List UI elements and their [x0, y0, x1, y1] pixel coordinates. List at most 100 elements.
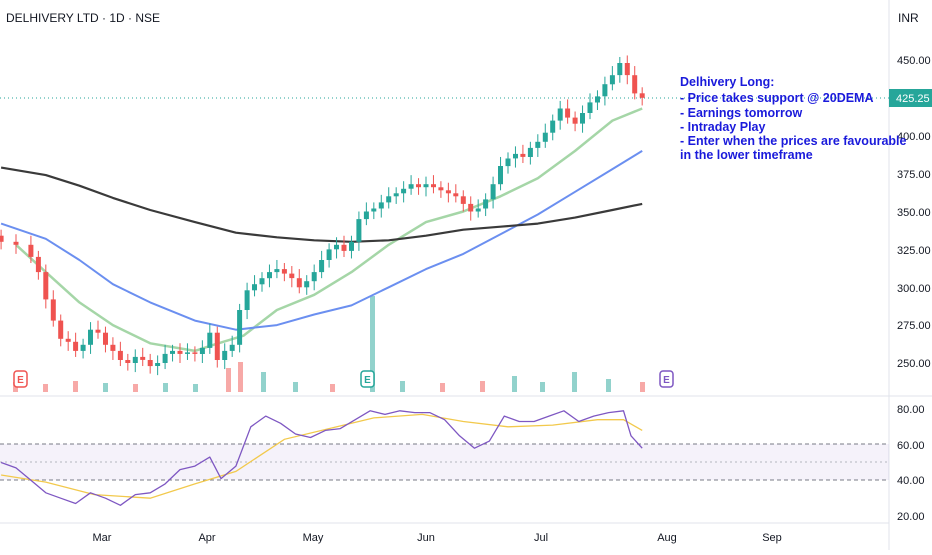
time-tick: Jun	[417, 532, 435, 544]
candle-body	[147, 360, 153, 367]
rsi-tick: 20.00	[897, 511, 925, 523]
candle-body	[326, 249, 332, 260]
candle-body	[550, 120, 556, 133]
candle-body	[58, 320, 64, 339]
candle-body	[378, 202, 384, 209]
candle-body	[624, 63, 630, 76]
candle-body	[363, 211, 369, 220]
volume-bar	[606, 379, 611, 392]
earnings-label: E	[364, 375, 371, 386]
candle-body	[244, 290, 250, 310]
candle-body	[632, 75, 638, 94]
candle-body	[207, 332, 213, 348]
candle-body	[259, 278, 265, 285]
candle-body	[65, 338, 71, 342]
volume-bar	[261, 372, 266, 392]
candle-body	[617, 63, 623, 76]
candle-body	[602, 84, 608, 97]
earnings-label: E	[663, 375, 670, 386]
candle-body	[88, 329, 93, 345]
candle-body	[505, 158, 511, 167]
candle-body	[296, 278, 302, 288]
volume-layer	[13, 296, 645, 392]
price-tick: 275.00	[897, 320, 931, 332]
candle-body	[252, 284, 257, 291]
candle-body	[445, 190, 451, 194]
time-axis[interactable]: Mar Apr May Jun Jul Aug Sep	[93, 532, 782, 544]
candle-body	[639, 93, 645, 98]
volume-bar	[43, 384, 48, 392]
volume-bar	[238, 362, 243, 392]
candle-body	[185, 352, 190, 354]
candle-body	[103, 332, 108, 345]
candle-body	[475, 208, 481, 212]
annotation-line: - Intraday Play	[680, 120, 765, 134]
candle-body	[222, 350, 228, 360]
candle-body	[393, 193, 399, 197]
rsi-tick: 60.00	[897, 440, 925, 452]
candle-body	[237, 310, 243, 345]
candle-body	[431, 184, 436, 188]
annotation[interactable]: Delhivery Long: - Price takes support @ …	[680, 75, 907, 162]
volume-bar	[330, 384, 335, 392]
earnings-badge	[13, 370, 28, 388]
candle-body	[50, 299, 56, 321]
candle-body	[513, 153, 518, 159]
earnings-label: E	[17, 375, 24, 386]
volume-bar	[103, 383, 108, 392]
candle-body	[289, 273, 295, 279]
candle-body	[334, 244, 339, 250]
candle-body	[319, 260, 325, 273]
candle-body	[0, 235, 4, 242]
candle-body	[311, 272, 317, 282]
volume-bar	[163, 383, 168, 392]
volume-bar	[640, 382, 645, 392]
chart-title: DELHIVERY LTD · 1D · NSE	[6, 11, 160, 25]
annotation-line: - Price takes support @ 20DEMA	[680, 91, 874, 105]
last-price-label: 425.25	[896, 93, 930, 105]
volume-bar	[540, 382, 545, 392]
price-tick: 450.00	[897, 55, 931, 67]
candle-body	[580, 113, 585, 124]
candle-body	[595, 96, 600, 103]
candle-body	[401, 188, 407, 194]
candle-body	[43, 272, 49, 300]
volume-bar	[370, 296, 375, 392]
candle-layer	[0, 55, 645, 376]
candle-body	[95, 329, 101, 333]
currency-label: INR	[898, 11, 919, 25]
price-tick: 350.00	[897, 207, 931, 219]
candle-body	[267, 272, 272, 279]
candle-body	[13, 241, 19, 245]
annotation-line: Delhivery Long:	[680, 75, 774, 89]
candle-body	[35, 256, 41, 273]
candle-body	[177, 350, 183, 354]
rsi-tick: 80.00	[897, 404, 925, 416]
annotation-line: in the lower timeframe	[680, 148, 813, 162]
earnings-marker[interactable]: E	[13, 370, 28, 388]
candle-body	[192, 352, 198, 354]
candle-body	[483, 199, 489, 209]
volume-bar	[400, 381, 405, 392]
rsi-axis[interactable]: 80.00 60.00 40.00 20.00	[897, 404, 925, 523]
candle-body	[125, 360, 131, 363]
time-tick: Aug	[657, 532, 677, 544]
volume-bar	[572, 372, 577, 392]
earnings-marker[interactable]: E	[360, 370, 375, 388]
earnings-badge	[360, 370, 375, 388]
time-tick: Sep	[762, 532, 782, 544]
annotation-line: - Earnings tomorrow	[680, 106, 803, 120]
price-axis[interactable]: 450.00 400.00 375.00 350.00 325.00 300.0…	[897, 55, 931, 370]
earnings-marker[interactable]: E	[659, 370, 674, 388]
price-tick: 325.00	[897, 245, 931, 257]
candle-body	[565, 108, 571, 118]
candle-body	[117, 350, 123, 360]
candle-body	[155, 363, 161, 366]
ema-layer	[0, 107, 643, 353]
annotation-line: - Enter when the prices are favourable	[680, 134, 907, 148]
candle-body	[572, 117, 578, 124]
price-tick: 375.00	[897, 169, 931, 181]
candle-body	[304, 281, 310, 288]
